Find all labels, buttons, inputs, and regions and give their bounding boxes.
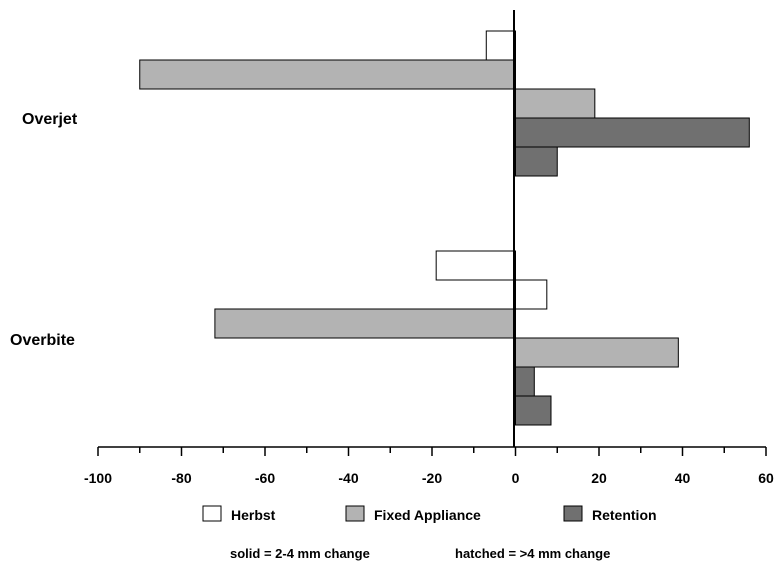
bar-overjet-fixed-appliance-1 xyxy=(139,59,516,90)
bar-overbite-retention-9 xyxy=(515,366,535,397)
x-tick-label: -100 xyxy=(84,470,112,486)
x-tick-label: -80 xyxy=(171,470,191,486)
bar-overjet-herbst-0 xyxy=(485,30,516,61)
annotation-solid: solid = 2-4 mm change xyxy=(230,546,370,561)
legend-label-fixed-appliance: Fixed Appliance xyxy=(374,507,481,523)
legend-label-retention: Retention xyxy=(592,507,657,523)
bars xyxy=(139,30,750,426)
x-tick-label: -60 xyxy=(255,470,275,486)
category-label-overjet: Overjet xyxy=(22,111,78,128)
legend-swatch-fixed-appliance xyxy=(345,505,365,522)
x-axis-tick-labels: -100 -80 -60 -40 -20 0 20 40 60 xyxy=(84,470,774,486)
legend-swatch-retention xyxy=(563,505,583,522)
bar-overbite-fixed-appliance-8 xyxy=(515,337,679,368)
x-tick-label: 60 xyxy=(758,470,774,486)
annotation-hatched: hatched = >4 mm change xyxy=(455,546,610,561)
bar-overbite-fixed-appliance-7 xyxy=(214,308,516,339)
bar-overjet-retention-3 xyxy=(515,117,750,148)
x-tick-label: -40 xyxy=(338,470,358,486)
x-tick-label: -20 xyxy=(422,470,442,486)
legend-swatch-herbst xyxy=(202,505,222,522)
legend: Herbst Fixed Appliance Retention xyxy=(202,505,657,523)
bar-overbite-retention-10 xyxy=(515,395,552,426)
bar-overjet-fixed-appliance-2 xyxy=(515,88,596,119)
x-tick-label: 40 xyxy=(675,470,691,486)
x-tick-label: 0 xyxy=(512,470,520,486)
x-axis-ticks xyxy=(97,447,767,456)
legend-label-herbst: Herbst xyxy=(231,507,276,523)
x-tick-label: 20 xyxy=(591,470,607,486)
category-label-overbite: Overbite xyxy=(10,332,75,349)
bar-overjet-retention-4 xyxy=(515,146,558,177)
bar-overbite-herbst-5 xyxy=(435,250,516,281)
bar-overbite-herbst-6 xyxy=(515,279,548,310)
